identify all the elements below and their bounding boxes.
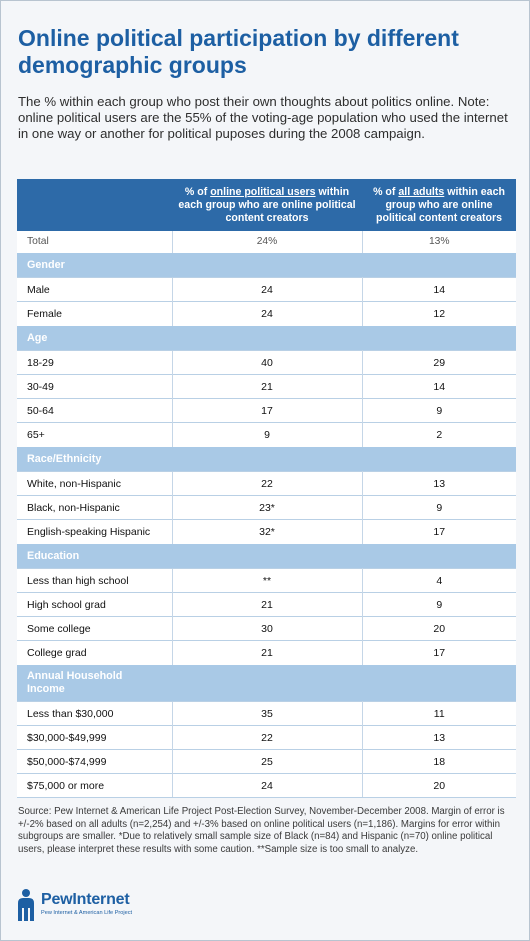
table-row: 65+ 9 2 — [17, 422, 516, 447]
section-header-row: Gender — [17, 252, 516, 278]
online-users-value: ** — [171, 568, 363, 593]
row-label: $75,000 or more — [17, 773, 172, 798]
logo-tagline: Pew Internet & American Life Project — [41, 910, 133, 916]
all-adults-value: 13 — [362, 725, 516, 750]
section-header-row: Education — [17, 543, 516, 569]
row-label: Less than high school — [17, 568, 172, 593]
row-label: $50,000-$74,999 — [17, 749, 172, 774]
row-label: Less than $30,000 — [17, 701, 172, 726]
section-header-row: Annual Household Income — [17, 664, 516, 702]
all-adults-value: 2 — [362, 422, 516, 447]
table-row: Some college 30 20 — [17, 616, 516, 641]
chart-subtitle: The % within each group who post their o… — [18, 94, 508, 141]
pew-person-icon — [18, 889, 34, 921]
row-label: Male — [17, 277, 172, 302]
table-row: White, non-Hispanic 22 13 — [17, 471, 516, 496]
chart-title: Online political participation by differ… — [18, 25, 459, 78]
total-online-users-value: 24% — [171, 231, 363, 253]
all-adults-value: 20 — [362, 773, 516, 798]
row-label: 18-29 — [17, 350, 172, 375]
online-users-value: 25 — [171, 749, 363, 774]
online-users-value: 24 — [171, 773, 363, 798]
row-label: Some college — [17, 616, 172, 641]
table-row: $50,000-$74,999 25 18 — [17, 749, 516, 774]
all-adults-value: 4 — [362, 568, 516, 593]
table-row: Less than $30,000 35 11 — [17, 701, 516, 726]
online-users-value: 24 — [171, 301, 363, 326]
section-label: Annual Household Income — [17, 664, 516, 702]
online-users-value: 23* — [171, 495, 363, 520]
table-row: English-speaking Hispanic 32* 17 — [17, 519, 516, 544]
source-note: Source: Pew Internet & American Life Pro… — [18, 806, 505, 855]
section-label: Gender — [17, 252, 516, 278]
section-header-row: Race/Ethnicity — [17, 446, 516, 472]
all-adults-value: 11 — [362, 701, 516, 726]
total-row: Total 24% 13% — [17, 231, 516, 253]
online-users-value: 32* — [171, 519, 363, 544]
table-row: 18-29 40 29 — [17, 350, 516, 375]
section-label: Education — [17, 543, 516, 569]
all-adults-value: 14 — [362, 374, 516, 399]
all-adults-value: 17 — [362, 519, 516, 544]
all-adults-value: 29 — [362, 350, 516, 375]
all-adults-value: 12 — [362, 301, 516, 326]
online-users-value: 24 — [171, 277, 363, 302]
table-header-row: % of online political users within each … — [17, 179, 516, 231]
column-header-all-adults: % of all adults within each group who ar… — [362, 179, 516, 231]
section-label: Race/Ethnicity — [17, 446, 516, 472]
all-adults-value: 13 — [362, 471, 516, 496]
row-label: Female — [17, 301, 172, 326]
row-label: English-speaking Hispanic — [17, 519, 172, 544]
row-label: 30-49 — [17, 374, 172, 399]
pew-internet-logo: PewInternet Pew Internet & American Life… — [15, 888, 155, 924]
online-users-value: 9 — [171, 422, 363, 447]
online-users-value: 21 — [171, 640, 363, 665]
online-users-value: 21 — [171, 592, 363, 617]
all-adults-value: 14 — [362, 277, 516, 302]
all-adults-value: 9 — [362, 495, 516, 520]
column-header-online-users: % of online political users within each … — [172, 179, 362, 231]
header-blank-cell — [17, 179, 172, 231]
all-adults-value: 20 — [362, 616, 516, 641]
table-row: Black, non-Hispanic 23* 9 — [17, 495, 516, 520]
data-table: % of online political users within each … — [17, 179, 516, 798]
online-users-value: 40 — [171, 350, 363, 375]
online-users-value: 17 — [171, 398, 363, 423]
all-adults-value: 9 — [362, 592, 516, 617]
all-adults-value: 18 — [362, 749, 516, 774]
online-users-value: 22 — [171, 725, 363, 750]
row-label: High school grad — [17, 592, 172, 617]
table-row: $75,000 or more 24 20 — [17, 773, 516, 798]
online-users-value: 30 — [171, 616, 363, 641]
logo-wordmark: PewInternet — [41, 891, 130, 908]
table-row: College grad 21 17 — [17, 640, 516, 665]
section-header-row: Age — [17, 325, 516, 351]
row-label: 50-64 — [17, 398, 172, 423]
table-row: Less than high school ** 4 — [17, 568, 516, 593]
online-users-value: 21 — [171, 374, 363, 399]
online-users-value: 22 — [171, 471, 363, 496]
all-adults-value: 9 — [362, 398, 516, 423]
online-users-value: 35 — [171, 701, 363, 726]
total-all-adults-value: 13% — [362, 231, 516, 253]
section-label: Age — [17, 325, 516, 351]
row-label: Black, non-Hispanic — [17, 495, 172, 520]
row-label: White, non-Hispanic — [17, 471, 172, 496]
row-label: $30,000-$49,999 — [17, 725, 172, 750]
total-label: Total — [17, 231, 172, 253]
row-label: College grad — [17, 640, 172, 665]
all-adults-value: 17 — [362, 640, 516, 665]
table-row: 30-49 21 14 — [17, 374, 516, 399]
table-row: High school grad 21 9 — [17, 592, 516, 617]
table-body: Total 24% 13% Gender Male 24 14 Female 24 12 Age 18… — [17, 231, 516, 798]
table-row: 50-64 17 9 — [17, 398, 516, 423]
table-row: Male 24 14 — [17, 277, 516, 302]
table-row: $30,000-$49,999 22 13 — [17, 725, 516, 750]
table-row: Female 24 12 — [17, 301, 516, 326]
row-label: 65+ — [17, 422, 172, 447]
